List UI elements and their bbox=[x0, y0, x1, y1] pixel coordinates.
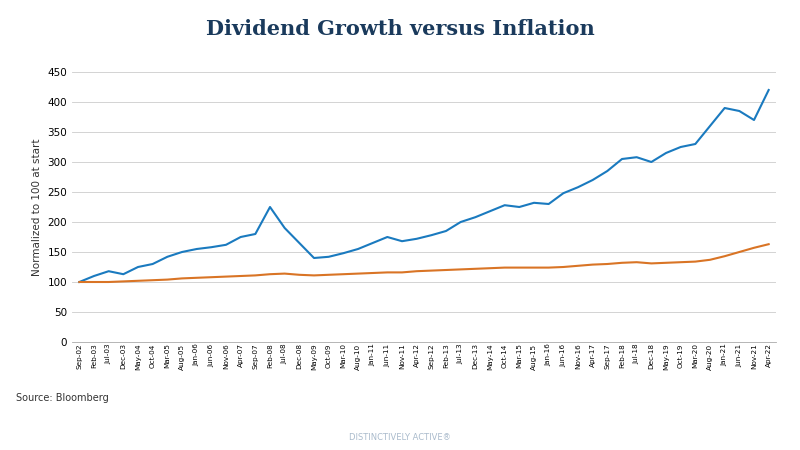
Text: Source: Bloomberg: Source: Bloomberg bbox=[16, 393, 109, 403]
Y-axis label: Normalized to 100 at start: Normalized to 100 at start bbox=[32, 138, 42, 276]
Text: Touchstone Investments®: Touchstone Investments® bbox=[318, 420, 482, 430]
Text: DISTINCTIVELY ACTIVE®: DISTINCTIVELY ACTIVE® bbox=[349, 433, 451, 442]
Text: Dividend Growth versus Inflation: Dividend Growth versus Inflation bbox=[206, 19, 594, 39]
